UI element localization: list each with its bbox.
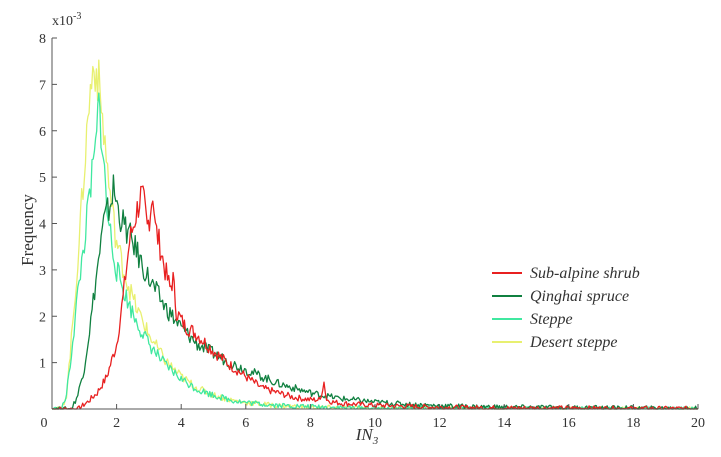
legend-label-2: Steppe [530, 311, 573, 328]
x-tick-label-7: 14 [497, 416, 511, 431]
y-tick-label-3: 3 [39, 264, 46, 279]
x-tick-label-9: 18 [626, 416, 640, 431]
legend-label-0: Sub-alpine shrub [530, 265, 640, 282]
y-tick-label-4: 4 [39, 218, 46, 233]
x-tick-label-4: 8 [307, 416, 314, 431]
y-tick-label-7: 7 [39, 78, 46, 93]
y-tick-label-2: 2 [39, 310, 46, 325]
y-tick-label-8: 8 [39, 32, 46, 47]
y-tick-label-5: 5 [39, 171, 46, 186]
y-tick-label-6: 6 [39, 125, 46, 140]
x-tick-label-10: 20 [691, 416, 705, 431]
x-tick-label-2: 4 [178, 416, 185, 431]
x-tick-label-0: 0 [41, 416, 48, 431]
y-axis-multiplier: x10-3 [52, 11, 81, 29]
y-axis-label: Frequency [18, 194, 37, 266]
x-tick-label-6: 12 [433, 416, 447, 431]
legend-label-3: Desert steppe [529, 334, 618, 351]
legend-label-1: Qinghai spruce [530, 288, 629, 305]
x-tick-label-3: 6 [242, 416, 249, 431]
x-axis-label: IN3 [355, 425, 379, 447]
x-tick-label-5: 10 [368, 416, 382, 431]
legend: Sub-alpine shrub Qinghai spruce Steppe Dese… [492, 265, 640, 351]
y-tick-label-1: 1 [39, 357, 46, 372]
series-line-qinghai-spruce [52, 174, 699, 410]
x-tick-label-1: 2 [113, 416, 120, 431]
x-tick-label-8: 16 [562, 416, 576, 431]
